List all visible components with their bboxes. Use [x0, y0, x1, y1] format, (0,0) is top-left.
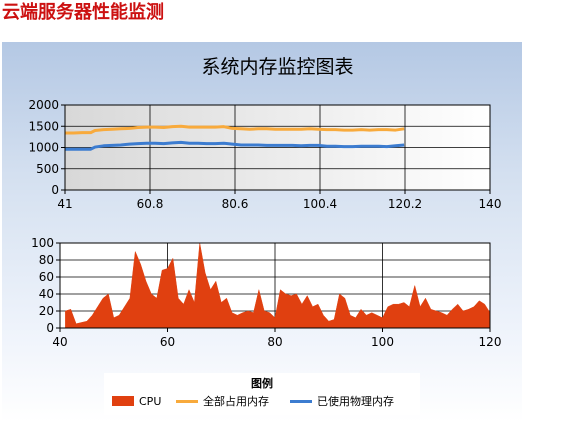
- legend-item-used-memory: 已使用物理内存: [290, 394, 394, 408]
- legend-swatch-total-memory: [176, 399, 198, 403]
- x-tick-label: 120.2: [388, 197, 422, 211]
- chart-title: 系统内存监控图表: [201, 56, 353, 78]
- legend-item-total-memory: 全部占用内存: [176, 394, 269, 408]
- y-tick-label: 40: [39, 287, 54, 301]
- y-tick-label: 100: [31, 236, 54, 250]
- legend-swatch-used-memory: [290, 399, 312, 403]
- legend-label-used-memory: 已使用物理内存: [317, 395, 394, 408]
- legend-swatch-cpu: [112, 396, 134, 406]
- y-tick-label: 20: [39, 304, 54, 318]
- y-tick-label: 60: [39, 270, 54, 284]
- cpu-chart: 0 20 40 60 80 100 40 60 80 100 120: [31, 236, 501, 349]
- x-tick-label: 60: [160, 335, 175, 349]
- x-tick-label: 80: [267, 335, 282, 349]
- y-tick-label: 1000: [28, 141, 59, 155]
- cpu-area: [65, 242, 491, 329]
- x-tick-label: 100: [371, 335, 394, 349]
- x-tick-label: 100.4: [303, 197, 337, 211]
- y-tick-label: 2000: [28, 98, 59, 112]
- legend-title: 图例: [251, 377, 273, 390]
- y-tick-label: 0: [51, 183, 59, 197]
- x-tick-label: 40: [52, 335, 67, 349]
- y-tick-label: 0: [46, 321, 54, 335]
- legend-label-cpu: CPU: [139, 394, 162, 408]
- legend-item-cpu: CPU: [112, 394, 161, 408]
- page-title: 云端服务器性能监测: [2, 2, 164, 23]
- memory-chart: 系统内存监控图表 0 500 1000 1500 2000 41 60.8 80.6 100.4 1…: [28, 56, 501, 211]
- y-tick-label: 80: [39, 253, 54, 267]
- chart-panel: 系统内存监控图表 0 500 1000 1500 2000 41 60.8 80.6 100.4 1…: [2, 42, 522, 422]
- x-tick-label: 120: [479, 335, 502, 349]
- x-tick-label: 60.8: [137, 197, 164, 211]
- legend-label-total-memory: 全部占用内存: [203, 395, 269, 408]
- x-tick-label: 140: [479, 197, 502, 211]
- legend: 图例 CPU 全部占用内存 已使用物理内存: [104, 373, 420, 415]
- y-tick-label: 500: [36, 162, 59, 176]
- x-tick-label: 80.6: [222, 197, 249, 211]
- x-tick-label: 41: [57, 197, 72, 211]
- y-tick-label: 1500: [28, 119, 59, 133]
